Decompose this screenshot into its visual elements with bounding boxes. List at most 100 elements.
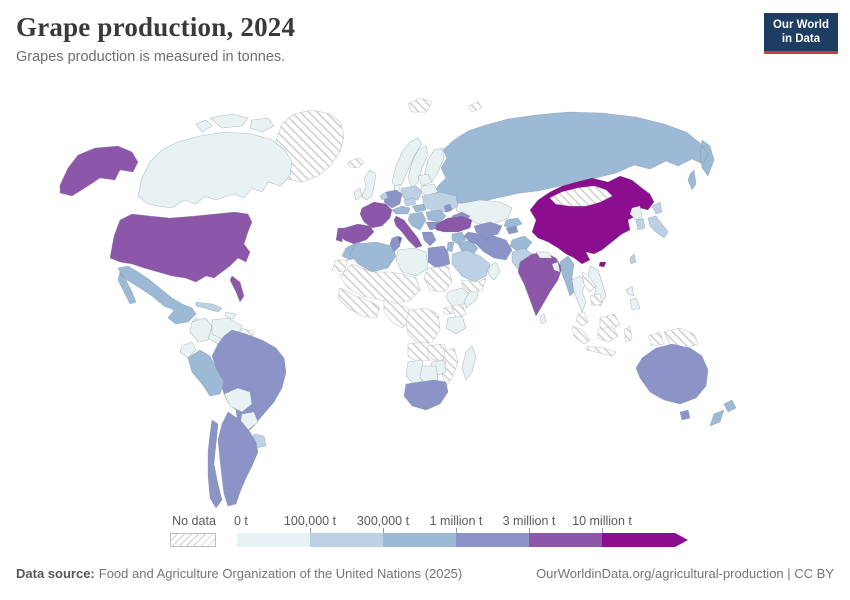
- country-poland[interactable]: [399, 185, 423, 201]
- country-franz-josef[interactable]: [467, 101, 483, 113]
- country-hungary[interactable]: [411, 203, 427, 213]
- country-sahel[interactable]: [339, 263, 421, 305]
- country-baltics[interactable]: [417, 173, 433, 187]
- country-uk[interactable]: [361, 169, 377, 201]
- country-south-korea[interactable]: [635, 217, 646, 231]
- country-mozambique[interactable]: [441, 347, 459, 387]
- country-russia[interactable]: [431, 111, 715, 204]
- country-cambodia[interactable]: [589, 293, 603, 307]
- country-philippines[interactable]: [625, 285, 641, 311]
- country-ireland[interactable]: [353, 187, 363, 201]
- country-ukraine[interactable]: [421, 191, 459, 213]
- country-madagascar[interactable]: [461, 345, 477, 381]
- country-tunisia[interactable]: [389, 235, 401, 253]
- country-kyrgyzstan[interactable]: [503, 217, 523, 229]
- legend-tick-label-0: 0 t: [234, 514, 248, 528]
- country-india[interactable]: [517, 251, 563, 317]
- country-png[interactable]: [663, 327, 699, 349]
- country-cuba[interactable]: [195, 301, 223, 313]
- country-oman[interactable]: [487, 261, 501, 281]
- country-new-zealand[interactable]: [709, 399, 737, 427]
- legend-no-data-label: No data: [172, 514, 216, 528]
- data-source: Data source: Food and Agriculture Organiz…: [16, 566, 462, 581]
- country-mongolia[interactable]: [549, 185, 613, 207]
- country-zambia[interactable]: [427, 343, 449, 363]
- country-canada[interactable]: [137, 131, 293, 209]
- legend-color-bar: [237, 533, 675, 547]
- country-romania[interactable]: [425, 209, 447, 223]
- country-canada-arctic[interactable]: [195, 113, 275, 133]
- country-france[interactable]: [359, 201, 393, 229]
- country-sri-lanka[interactable]: [539, 313, 547, 325]
- country-peru[interactable]: [187, 349, 225, 397]
- country-alpine[interactable]: [391, 205, 411, 215]
- country-drc[interactable]: [405, 307, 441, 345]
- country-egypt[interactable]: [427, 245, 451, 269]
- country-kenya[interactable]: [451, 303, 467, 319]
- country-sudan[interactable]: [423, 265, 453, 293]
- country-mexico[interactable]: [117, 265, 197, 325]
- country-japan[interactable]: [647, 201, 669, 239]
- country-chile[interactable]: [207, 419, 223, 509]
- country-hispaniola[interactable]: [224, 311, 237, 320]
- country-portugal[interactable]: [335, 227, 345, 243]
- legend-tick-label-3: 1 million t: [429, 514, 483, 528]
- legend-swatch-5[interactable]: [602, 533, 675, 547]
- owid-logo[interactable]: Our World in Data: [763, 13, 838, 54]
- country-tasmania[interactable]: [679, 409, 691, 421]
- country-ecuador[interactable]: [179, 341, 197, 359]
- country-saudi[interactable]: [451, 249, 491, 283]
- country-libya[interactable]: [395, 247, 429, 277]
- country-bangladesh[interactable]: [551, 261, 561, 273]
- credit-line[interactable]: OurWorldinData.org/agricultural-producti…: [536, 566, 834, 581]
- legend-swatch-0[interactable]: [237, 533, 310, 547]
- country-west-africa[interactable]: [337, 287, 381, 319]
- legend-swatch-3[interactable]: [456, 533, 529, 547]
- country-germany[interactable]: [383, 189, 403, 209]
- country-tajikistan[interactable]: [505, 225, 519, 235]
- country-moldova[interactable]: [443, 203, 453, 213]
- country-turkmenistan[interactable]: [463, 231, 489, 247]
- country-north-korea[interactable]: [629, 205, 643, 221]
- country-syria[interactable]: [451, 231, 467, 245]
- country-iceland[interactable]: [347, 157, 365, 169]
- owid-logo-line1: Our World: [772, 19, 829, 31]
- country-thailand[interactable]: [571, 275, 587, 313]
- country-finland[interactable]: [423, 147, 445, 183]
- country-vietnam[interactable]: [587, 265, 607, 307]
- country-benelux[interactable]: [379, 191, 389, 201]
- world-map: [59, 97, 737, 509]
- country-spain[interactable]: [339, 223, 375, 245]
- legend-tick-label-5: 10 million t: [572, 514, 632, 528]
- world-map-container: [0, 88, 850, 512]
- country-taiwan[interactable]: [629, 253, 637, 265]
- chart-subtitle: Grapes production is measured in tonnes.: [16, 49, 286, 65]
- chart-footer: Data source: Food and Agriculture Organiz…: [0, 566, 850, 581]
- legend-swatch-1[interactable]: [310, 533, 383, 547]
- country-balkans[interactable]: [407, 211, 427, 231]
- country-czech[interactable]: [403, 197, 417, 207]
- country-yemen[interactable]: [461, 277, 487, 293]
- legend-swatch-2[interactable]: [383, 533, 456, 547]
- country-bolivia[interactable]: [223, 387, 253, 413]
- country-algeria[interactable]: [349, 241, 397, 273]
- country-greece[interactable]: [421, 231, 437, 247]
- country-colombia[interactable]: [189, 317, 213, 343]
- country-south-africa[interactable]: [403, 379, 449, 411]
- country-turkey[interactable]: [435, 215, 473, 233]
- country-australia[interactable]: [635, 343, 709, 405]
- country-usa[interactable]: [109, 211, 253, 303]
- country-tanzania[interactable]: [445, 315, 467, 335]
- country-israel-jordan[interactable]: [446, 241, 455, 253]
- country-argentina[interactable]: [217, 411, 259, 507]
- country-uzbekistan[interactable]: [473, 221, 503, 239]
- country-indonesia[interactable]: [571, 325, 665, 357]
- country-greenland[interactable]: [275, 109, 345, 183]
- legend-swatch-4[interactable]: [529, 533, 602, 547]
- legend-no-data-swatch[interactable]: [170, 533, 216, 547]
- country-svalbard[interactable]: [407, 97, 433, 113]
- country-uganda[interactable]: [443, 305, 453, 315]
- country-afghanistan[interactable]: [509, 235, 533, 251]
- country-alaska[interactable]: [59, 145, 139, 197]
- country-nepal[interactable]: [535, 251, 553, 259]
